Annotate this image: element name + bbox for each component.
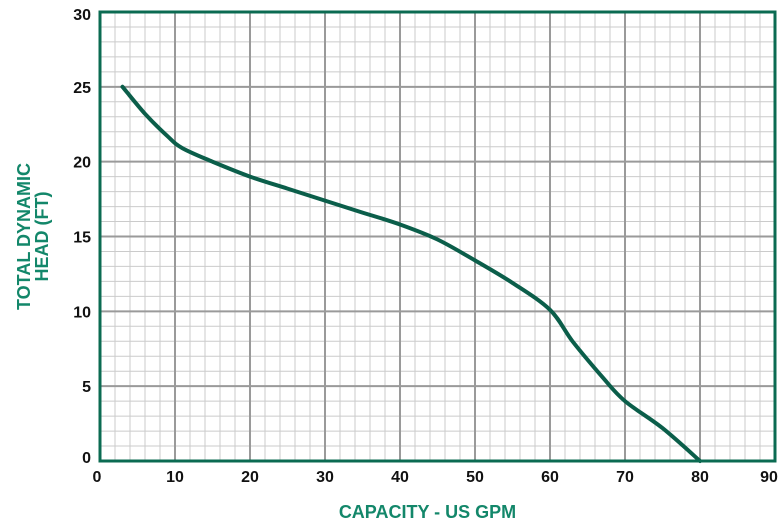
x-tick-label: 20: [241, 469, 259, 486]
y-axis-title-line-2: HEAD (FT): [32, 192, 52, 282]
x-tick-label: 80: [691, 469, 709, 486]
series-line: [120, 84, 702, 463]
y-tick-label: 0: [82, 450, 91, 467]
y-tick-label: 10: [73, 304, 91, 321]
x-tick-label: 70: [616, 469, 634, 486]
y-tick-label: 20: [73, 155, 91, 172]
x-tick-label: 40: [391, 469, 409, 486]
x-tick-label: 30: [316, 469, 334, 486]
major-grid: [99, 11, 776, 462]
x-tick-label: 50: [466, 469, 484, 486]
plot-frame: [98, 10, 777, 463]
y-tick-label: 25: [73, 80, 91, 97]
y-tick-label: 30: [73, 7, 91, 24]
y-tick-label: 15: [73, 230, 91, 247]
y-tick-labels: 0 5 10 15 20 25 30: [73, 7, 91, 467]
x-tick-label: 90: [760, 469, 778, 486]
y-axis-title: TOTAL DYNAMIC HEAD (FT): [14, 163, 52, 310]
y-axis-title-line-1: TOTAL DYNAMIC: [14, 163, 34, 310]
x-tick-label: 60: [541, 469, 559, 486]
x-axis-title: CAPACITY - US GPM: [339, 502, 516, 522]
x-tick-labels: 0 10 20 30 40 50 60 70 80 90: [93, 469, 778, 486]
x-tick-label: 10: [166, 469, 184, 486]
x-tick-label: 0: [93, 469, 102, 486]
y-tick-label: 5: [82, 379, 91, 396]
